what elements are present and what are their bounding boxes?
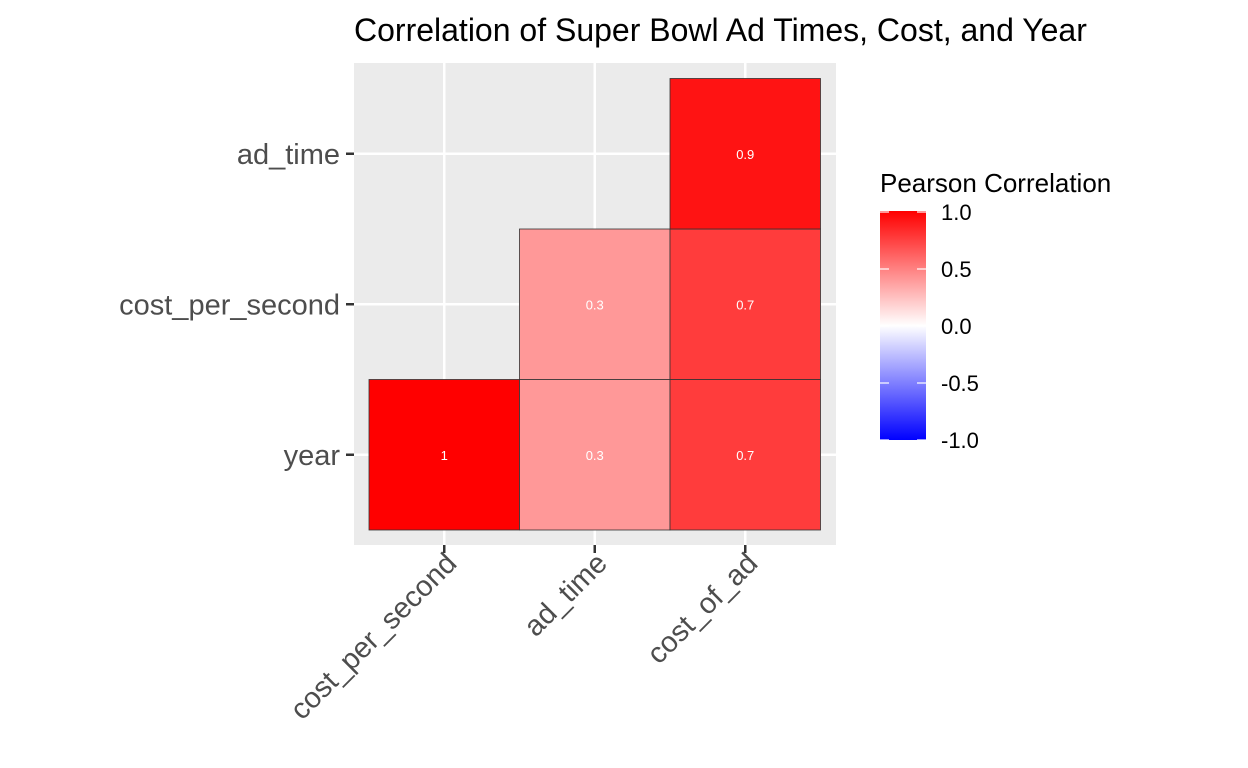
cell-value-label: 0.7	[736, 297, 754, 312]
heatmap-cell	[519, 379, 671, 531]
y-tick-label: ad_time	[237, 139, 340, 171]
legend-tick-label: 0.0	[941, 314, 972, 339]
x-tick-label: ad_time	[518, 547, 614, 643]
cell-value-label: 0.3	[586, 448, 604, 463]
x-axis: cost_per_second ad_time cost_of_ad	[284, 545, 764, 726]
legend-tick-label: 0.5	[941, 257, 972, 282]
legend-ticks: 1.0 0.5 0.0 -0.5 -1.0	[880, 200, 979, 453]
legend-tick-label: 1.0	[941, 200, 972, 225]
y-axis: year cost_per_second ad_time	[119, 139, 354, 472]
y-tick-label: cost_per_second	[119, 289, 340, 321]
legend: Pearson Correlation 1.0 0.5 0.0 -0.5 -1.0	[880, 168, 1111, 453]
heatmap-cells: 1 0.3 0.7 0.3 0.7 0.9	[368, 78, 821, 531]
heatmap-cell	[669, 379, 821, 531]
x-tick-label: cost_per_second	[284, 547, 463, 726]
y-tick-label: year	[284, 440, 341, 472]
x-tick-label: cost_of_ad	[641, 547, 764, 670]
heatmap-cell	[519, 228, 671, 380]
heatmap-cell	[669, 78, 821, 230]
legend-tick-label: -1.0	[941, 428, 979, 453]
legend-tick-label: -0.5	[941, 371, 979, 396]
cell-value-label: 1	[441, 448, 448, 463]
cell-value-label: 0.7	[736, 448, 754, 463]
cell-value-label: 0.3	[586, 297, 604, 312]
heatmap-cell	[669, 228, 821, 380]
chart-title: Correlation of Super Bowl Ad Times, Cost…	[354, 12, 1087, 48]
cell-value-label: 0.9	[736, 147, 754, 162]
legend-title: Pearson Correlation	[880, 168, 1111, 198]
